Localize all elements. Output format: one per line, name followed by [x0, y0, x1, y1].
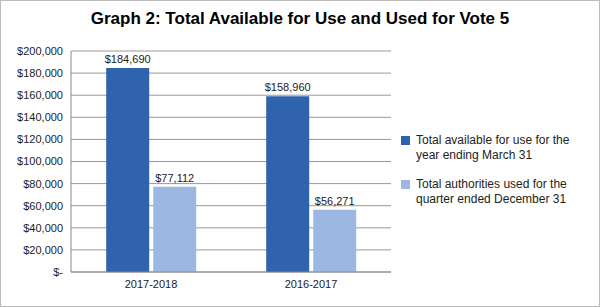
- html-text:Total available for use for th: Total available for use for the year end…: [416, 132, 570, 162]
- svg-text:$200,000: $200,000: [17, 45, 63, 57]
- svg-text:$20,000: $20,000: [23, 244, 63, 256]
- svg-text:$40,000: $40,000: [23, 222, 63, 234]
- svg-text:$120,000: $120,000: [17, 133, 63, 145]
- svg-text:2017-2018: 2017-2018: [125, 278, 178, 290]
- svg-text:2016-2017: 2016-2017: [285, 278, 338, 290]
- svg-text:$184,690: $184,690: [105, 53, 151, 65]
- svg-text:$-: $-: [53, 266, 63, 278]
- svg-text:$80,000: $80,000: [23, 178, 63, 190]
- svg-text:$160,000: $160,000: [17, 89, 63, 101]
- svg-text:$100,000: $100,000: [17, 155, 63, 167]
- svg-text:$56,271: $56,271: [315, 195, 355, 207]
- svg-text:$140,000: $140,000: [17, 111, 63, 123]
- svg-text:$77,112: $77,112: [155, 172, 194, 184]
- html-text:Graph 2: Total Available for U: Graph 2: Total Available for Use and Use…: [90, 9, 510, 28]
- html-text:Total authorities used for the: Total authorities used for the quarter e…: [416, 176, 567, 206]
- svg-text:$158,960: $158,960: [265, 81, 311, 93]
- svg-text:$180,000: $180,000: [17, 67, 63, 79]
- svg-text:$60,000: $60,000: [23, 200, 63, 212]
